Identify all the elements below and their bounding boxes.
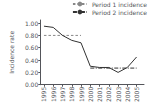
svg-text:Incidence rate: Incidence rate <box>8 31 15 74</box>
svg-text:2002: 2002 <box>105 87 112 102</box>
svg-text:1997: 1997 <box>59 87 66 102</box>
svg-text:2004: 2004 <box>124 87 131 102</box>
svg-text:0.00: 0.00 <box>25 81 39 88</box>
svg-text:1999: 1999 <box>78 87 85 102</box>
svg-text:1996: 1996 <box>50 87 57 102</box>
svg-text:0.80: 0.80 <box>25 32 39 39</box>
svg-text:0.60: 0.60 <box>25 44 39 51</box>
svg-text:1995: 1995 <box>40 87 47 102</box>
svg-text:0.40: 0.40 <box>25 57 39 64</box>
svg-text:Period 1 incidence: Period 1 incidence <box>92 1 147 8</box>
svg-text:1.00: 1.00 <box>25 20 39 27</box>
svg-text:0.20: 0.20 <box>25 69 39 76</box>
svg-text:2003: 2003 <box>115 87 122 102</box>
svg-text:Period 2 incidence: Period 2 incidence <box>92 9 147 16</box>
svg-text:2001: 2001 <box>96 87 103 102</box>
svg-text:1998: 1998 <box>68 87 75 102</box>
svg-text:2005: 2005 <box>133 87 140 102</box>
svg-text:2000: 2000 <box>87 87 94 102</box>
